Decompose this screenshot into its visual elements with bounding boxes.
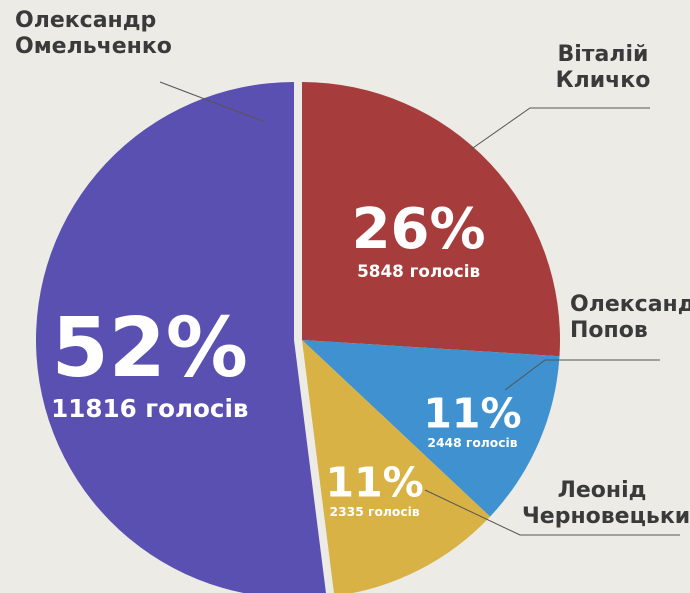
value-label: 52% [51,301,248,397]
slice-name: Олександр Попов [570,292,690,343]
slice-name: Леонід Черновецький [522,478,690,529]
vote-label: 2335 голосів [329,505,420,520]
leader-line [469,107,650,151]
vote-label: 5848 голосів [357,261,481,282]
pie-slice [302,82,560,357]
vote-label: 11816 голосів [51,394,249,424]
pie-slice [302,340,560,517]
leader-line [504,359,660,391]
value-label: 26% [351,197,486,263]
leader-line [424,489,680,536]
value-label: 11% [325,458,424,507]
leader-line [159,81,266,123]
vote-label: 2448 голосів [427,436,518,451]
pie-slice [36,82,326,593]
slice-name: Олександр Омельченко [15,8,172,59]
pie-slice [302,340,491,593]
slice-name: Віталій Кличко [555,42,651,93]
value-label: 11% [423,389,522,438]
